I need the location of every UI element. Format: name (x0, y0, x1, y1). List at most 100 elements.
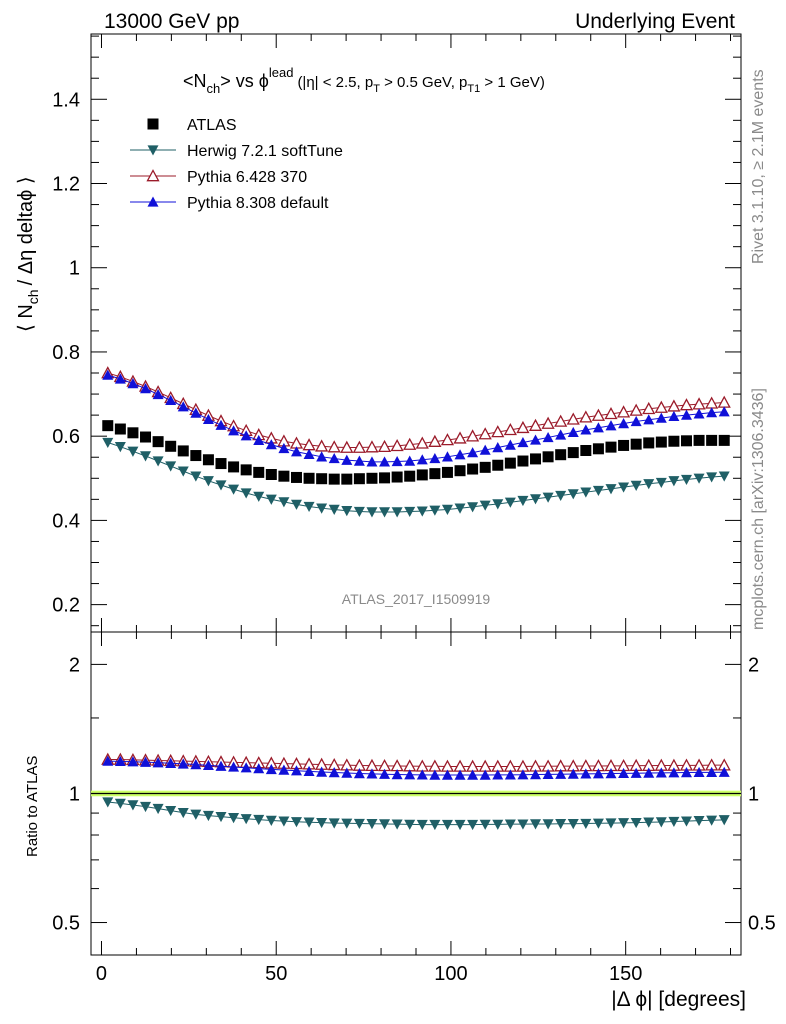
ratio-point-pythia-8-308-default (265, 763, 277, 775)
ratio-point-herwig-7-2-1-softtune (240, 814, 252, 825)
top-y-tick-label: 0.2 (52, 595, 80, 617)
ratio-point-pythia-8-308-default (492, 769, 504, 780)
top-point-pythia-8-308-default (630, 415, 642, 427)
top-point-pythia-6-428-370 (478, 427, 492, 440)
ratio-point-pythia-8-308-default (303, 765, 315, 777)
x-tick-label: 0 (96, 963, 107, 985)
top-point-herwig-7-2-1-softtune (605, 484, 617, 495)
top-point-atlas (102, 420, 114, 432)
ratio-point-herwig-7-2-1-softtune (416, 819, 428, 831)
ratio-point-herwig-7-2-1-softtune (454, 819, 466, 831)
ratio-point-pythia-8-308-default (718, 766, 730, 777)
title-cuts-mid: > 0.5 GeV, p (380, 74, 467, 91)
top-point-herwig-7-2-1-softtune (630, 480, 642, 491)
top-point-pythia-8-308-default (580, 424, 592, 435)
bottom-ylabel: Ratio to ATLAS (24, 756, 41, 857)
top-point-herwig-7-2-1-softtune (530, 494, 542, 505)
axis-ticks: 0 50 100 150 0.2 0.4 0.6 0.8 1 1.2 1.4 0.5 0.5 1 1 2 2 (52, 34, 776, 985)
top-point-herwig-7-2-1-softtune (341, 506, 353, 517)
ratio-point-pythia-8-308-default (618, 767, 630, 779)
top-point-pythia-8-308-default (152, 388, 164, 400)
top-point-pythia-6-428-370 (352, 440, 366, 453)
top-point-pythia-8-308-default (467, 447, 479, 458)
ratio-point-pythia-8-308-default (517, 769, 529, 780)
top-point-atlas (504, 457, 516, 469)
top-point-atlas (517, 455, 529, 467)
ratio-y-tick-label-left: 1 (69, 783, 80, 805)
ratio-y-tick-label-right: 2 (748, 654, 759, 676)
top-point-pythia-8-308-default (530, 434, 542, 445)
ratio-point-pythia-8-308-default (215, 760, 227, 771)
top-y-tick-label: 1 (69, 258, 80, 280)
top-series-group (101, 366, 731, 518)
top-point-pythia-8-308-default (303, 448, 315, 459)
ratio-y-tick-label-left: 0.5 (52, 913, 80, 935)
x-tick-label: 100 (434, 963, 467, 985)
ratio-point-herwig-7-2-1-softtune (290, 817, 302, 828)
ratio-point-pythia-8-308-default (404, 769, 416, 780)
top-point-pythia-6-428-370 (340, 440, 354, 453)
ratio-point-pythia-8-308-default (228, 761, 240, 772)
top-point-pythia-6-428-370 (604, 406, 618, 420)
ratio-point-herwig-7-2-1-softtune (718, 815, 730, 826)
ratio-point-pythia-8-308-default (580, 768, 592, 779)
top-point-pythia-8-308-default (215, 419, 227, 430)
top-point-pythia-8-308-default (316, 451, 328, 462)
top-point-atlas (454, 465, 466, 477)
ratio-point-pythia-8-308-default (668, 767, 680, 778)
top-point-pythia-8-308-default (190, 407, 202, 418)
rivet-label: Rivet 3.1.10, ≥ 2.1M events (750, 69, 767, 264)
ratio-point-pythia-8-308-default (253, 763, 265, 774)
top-point-atlas (580, 444, 592, 456)
top-point-herwig-7-2-1-softtune (278, 497, 290, 508)
top-point-herwig-7-2-1-softtune (718, 471, 730, 482)
top-point-herwig-7-2-1-softtune (127, 446, 139, 457)
top-point-atlas (592, 443, 604, 455)
top-point-atlas (240, 464, 252, 476)
top-point-pythia-6-428-370 (528, 418, 543, 431)
top-ylabel-sub: ch (25, 289, 41, 304)
top-y-tick-label: 1.4 (52, 89, 80, 111)
top-point-herwig-7-2-1-softtune (668, 476, 680, 487)
top-point-herwig-7-2-1-softtune (240, 488, 252, 499)
ratio-point-pythia-8-308-default (102, 755, 114, 766)
ratio-point-herwig-7-2-1-softtune (127, 800, 139, 811)
top-point-herwig-7-2-1-softtune (190, 471, 202, 482)
top-point-atlas (643, 437, 655, 449)
ratio-point-pythia-8-308-default (290, 765, 302, 776)
top-point-herwig-7-2-1-softtune (202, 476, 214, 487)
top-point-pythia-8-308-default (240, 430, 252, 441)
ratio-point-herwig-7-2-1-softtune (278, 816, 290, 827)
top-y-tick-label: 0.6 (52, 426, 80, 448)
top-point-herwig-7-2-1-softtune (290, 499, 302, 510)
ratio-point-pythia-8-308-default (353, 768, 365, 779)
top-point-atlas (680, 435, 692, 447)
top-point-pythia-6-428-370 (516, 420, 530, 434)
top-point-atlas (530, 453, 542, 465)
top-point-herwig-7-2-1-softtune (542, 492, 554, 503)
ratio-point-herwig-7-2-1-softtune (140, 801, 152, 813)
ratio-point-herwig-7-2-1-softtune (592, 818, 604, 829)
ratio-point-pythia-8-308-default (190, 759, 202, 770)
ratio-point-herwig-7-2-1-softtune (102, 797, 114, 808)
top-point-pythia-8-308-default (416, 454, 428, 465)
ratio-point-herwig-7-2-1-softtune (177, 807, 189, 819)
top-point-herwig-7-2-1-softtune (316, 503, 328, 514)
top-point-pythia-8-308-default (441, 451, 453, 462)
top-point-pythia-6-428-370 (503, 422, 517, 436)
ratio-point-herwig-7-2-1-softtune (190, 809, 202, 820)
ratio-point-pythia-8-308-default (454, 769, 466, 780)
top-point-herwig-7-2-1-softtune (253, 491, 265, 502)
ratio-point-pythia-8-308-default (341, 767, 353, 778)
ratio-point-herwig-7-2-1-softtune (253, 814, 265, 826)
top-point-atlas (441, 466, 453, 478)
ratio-point-pythia-8-308-default (366, 768, 378, 779)
top-point-pythia-6-428-370 (403, 437, 417, 450)
ratio-point-herwig-7-2-1-softtune (328, 818, 340, 829)
ratio-point-pythia-8-308-default (567, 768, 579, 779)
ratio-point-pythia-8-308-default (202, 759, 214, 771)
top-point-pythia-6-428-370 (365, 440, 379, 453)
top-point-atlas (253, 466, 265, 478)
legend-label-herwig-7-2-1-softtune: Herwig 7.2.1 softTune (187, 143, 343, 160)
